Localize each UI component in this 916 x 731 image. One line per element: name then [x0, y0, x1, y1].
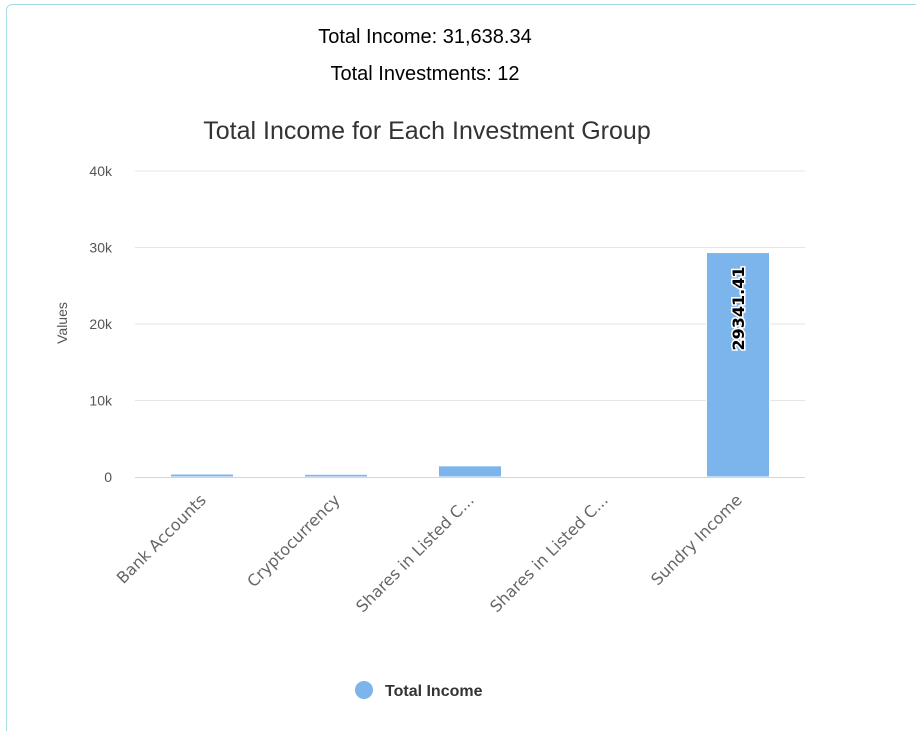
gridlines [135, 170, 805, 401]
x-axis-category-labels: Bank Accounts Cryptocurrency Shares in Lis… [113, 490, 746, 616]
bar-4[interactable] [706, 252, 770, 478]
data-label: 29341.41 [729, 267, 748, 351]
data-labels: 29341.41 [728, 265, 750, 352]
legend-label-total-income[interactable]: Total Income [385, 683, 483, 700]
x-category-label: Shares in Listed C... [486, 490, 612, 616]
legend[interactable]: Total Income [355, 681, 483, 700]
y-tick-label: 0 [104, 469, 112, 485]
y-tick-label: 20k [89, 316, 113, 332]
bar-2[interactable] [438, 465, 502, 478]
y-axis-title: Values [54, 302, 70, 344]
y-tick-label: 40k [89, 163, 113, 179]
y-tick-label: 30k [89, 240, 113, 256]
x-category-label: Cryptocurrency [243, 490, 344, 591]
y-axis-ticks: 0 10k 20k 30k 40k [89, 163, 113, 485]
total-investments-summary: Total Investments: 12 [330, 63, 520, 85]
bar-0[interactable] [170, 473, 234, 478]
x-category-label: Bank Accounts [113, 490, 210, 587]
bar-1[interactable] [304, 473, 368, 478]
y-tick-label: 10k [89, 393, 113, 409]
chart-title: Total Income for Each Investment Group [203, 117, 650, 145]
total-income-summary: Total Income: 31,638.34 [318, 26, 532, 48]
x-category-label: Shares in Listed C... [352, 490, 478, 616]
bars[interactable] [170, 252, 770, 478]
legend-marker [355, 681, 373, 699]
x-category-label: Sundry Income [647, 490, 746, 589]
